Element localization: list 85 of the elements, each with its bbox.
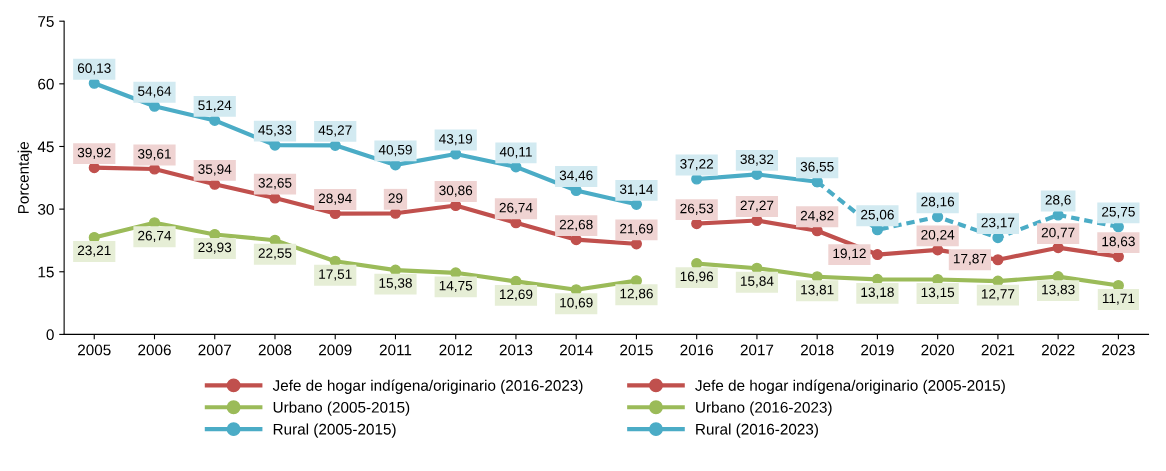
data-label: 23,17 (981, 217, 1015, 229)
data-label: 43,19 (439, 134, 473, 146)
data-label: 27,27 (740, 200, 774, 212)
data-label: 15,84 (740, 276, 774, 288)
data-label: 22,55 (258, 248, 292, 260)
data-label: 28,16 (921, 196, 955, 209)
x-tick-label: 2023 (1102, 344, 1135, 356)
data-label: 40,59 (378, 144, 412, 157)
legend-label: Urbano (2016-2023) (696, 401, 832, 416)
legend-label: Jefe de hogar indígena/originario (2016-2023) (272, 379, 583, 394)
data-label: 45,27 (318, 125, 352, 137)
data-label: 10,69 (560, 297, 593, 310)
legend-label: Urbano (2005-2015) (273, 401, 410, 416)
x-tick-label: 2021 (981, 344, 1015, 356)
x-tick-label: 2019 (861, 344, 894, 356)
data-label: 60,13 (77, 63, 111, 75)
data-label: 14,75 (439, 280, 473, 293)
data-label: 29 (388, 193, 403, 203)
data-label: 30,86 (439, 185, 473, 197)
x-tick-label: 2006 (138, 344, 171, 356)
legend-label: Jefe de hogar indígena/originario (2005-2015) (695, 379, 1005, 394)
legend-label: Rural (2005-2015) (273, 423, 396, 438)
data-label: 34,46 (559, 170, 593, 182)
data-label: 15,38 (379, 278, 412, 290)
data-label: 13,18 (861, 287, 894, 299)
data-label: 28,94 (318, 193, 352, 205)
x-tick-label: 2018 (800, 344, 834, 356)
data-label: 54,64 (138, 86, 172, 98)
x-tick-label: 2013 (499, 344, 533, 356)
x-tick-label: 2017 (740, 344, 774, 356)
y-tick-label: 75 (38, 16, 54, 27)
data-label: 17,87 (953, 253, 987, 266)
legend-label: Rural (2016-2023) (696, 423, 818, 438)
data-label: 21,69 (620, 223, 653, 236)
data-label: 20,77 (1041, 227, 1075, 239)
data-label: 22,68 (559, 219, 593, 231)
x-tick-label: 2009 (319, 344, 352, 356)
data-label: 24,82 (800, 210, 834, 223)
y-tick-label: 30 (38, 203, 54, 215)
data-label: 19,12 (833, 248, 866, 260)
x-tick-label: 2011 (379, 344, 412, 356)
data-label: 36,55 (800, 161, 834, 174)
data-label: 23,21 (77, 245, 111, 257)
data-label: 37,22 (680, 158, 714, 171)
data-label: 17,51 (319, 269, 352, 281)
data-label: 26,53 (680, 203, 714, 215)
data-label: 11,71 (1102, 293, 1135, 305)
data-label: 35,94 (198, 164, 232, 176)
x-tick-label: 2008 (258, 344, 292, 356)
data-label: 26,74 (499, 202, 533, 214)
x-tick-label: 2014 (559, 344, 593, 356)
data-label: 23,93 (198, 242, 232, 254)
data-label: 12,69 (499, 289, 533, 301)
data-label: 39,61 (137, 149, 171, 161)
y-tick-label: 60 (38, 78, 54, 90)
data-label: 13,81 (801, 284, 834, 296)
data-label: 12,86 (620, 288, 653, 300)
data-label: 28,6 (1045, 194, 1071, 207)
data-label: 25,06 (861, 209, 894, 222)
data-label: 51,24 (198, 100, 232, 112)
x-tick-label: 2016 (680, 344, 714, 356)
data-label: 40,11 (499, 146, 532, 159)
data-label: 38,32 (740, 154, 774, 166)
data-label: 32,65 (258, 178, 292, 190)
x-tick-label: 2007 (198, 344, 231, 356)
data-label: 45,33 (258, 125, 292, 137)
data-label: 25,75 (1102, 206, 1135, 219)
data-label: 16,96 (680, 271, 714, 283)
data-label: 20,24 (921, 229, 955, 242)
data-label: 18,63 (1102, 236, 1135, 248)
y-axis-title: Porcentaje (17, 141, 32, 214)
x-tick-label: 2015 (620, 344, 653, 356)
data-label: 26,74 (138, 230, 172, 242)
x-tick-label: 2012 (439, 344, 472, 356)
data-label: 13,15 (921, 287, 955, 299)
x-tick-label: 2005 (78, 344, 111, 356)
y-tick-label: 15 (38, 266, 54, 278)
y-tick-label: 45 (37, 141, 54, 153)
x-tick-label: 2020 (921, 344, 955, 356)
data-label: 39,92 (77, 147, 111, 159)
x-tick-label: 2022 (1041, 344, 1075, 356)
y-tick-label: 0 (46, 329, 54, 341)
data-label: 12,77 (981, 289, 1015, 301)
data-label: 31,14 (619, 184, 654, 196)
data-label: 13,83 (1042, 284, 1075, 296)
